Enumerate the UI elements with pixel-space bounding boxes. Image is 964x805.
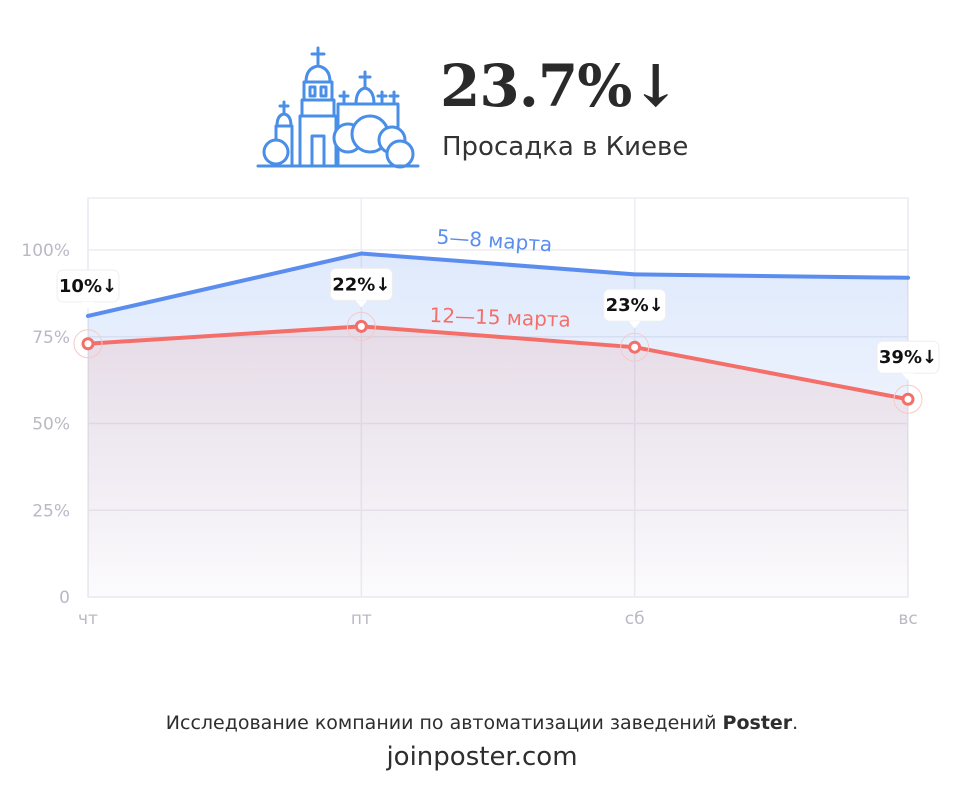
annotation-label: 22%↓	[332, 274, 390, 295]
footer-site: joinposter.com	[386, 742, 578, 772]
series-line	[86, 324, 910, 402]
down-arrow-icon: ↓	[631, 52, 680, 120]
y-tick-label: 50%	[32, 415, 70, 435]
points	[73, 311, 923, 414]
annotation-label: 23%↓	[606, 295, 664, 316]
annotation-callout: 39%↓	[876, 340, 940, 381]
x-tick-label: сб	[625, 609, 645, 629]
headline-subtitle: Просадка в Киеве	[442, 132, 689, 162]
callout-pointer	[355, 300, 368, 308]
annotation-callout: 23%↓	[603, 288, 667, 329]
x-tick-label: чт	[78, 609, 98, 629]
x-tick-label: пт	[351, 609, 372, 629]
series-line	[86, 251, 910, 318]
annotation-callout: 22%↓	[329, 267, 393, 308]
callout-box	[329, 267, 393, 301]
annotation-callout: 10%↓	[56, 269, 120, 309]
series-area	[88, 326, 908, 597]
annotation-label: 39%↓	[879, 347, 937, 368]
header: 23.7%↓ Просадка в Киеве	[0, 0, 964, 190]
annotation-label: 10%↓	[59, 276, 117, 297]
kyiv-cathedral-icon	[256, 46, 420, 169]
x-tick-label: вс	[898, 609, 917, 629]
point-halo	[620, 332, 650, 362]
y-tick-label: 0	[59, 588, 70, 608]
callout-pointer	[902, 373, 914, 381]
footer-note: Исследование компании по автоматизации з…	[165, 712, 799, 734]
callout-pointer	[82, 301, 94, 309]
point-halo	[893, 384, 923, 414]
series-name-label: 5—8 марта	[436, 225, 553, 257]
y-tick-label: 75%	[32, 328, 70, 348]
data-point	[81, 337, 95, 351]
line-chart: 100% 75% 50% 25% 0 чт пт сб вс 5—8 марта 12—15 мар…	[21, 197, 940, 629]
series-name-label: 12—15 марта	[429, 303, 571, 332]
callout-box	[56, 269, 120, 303]
point-halo	[73, 329, 103, 359]
data-point	[354, 319, 368, 333]
data-point	[901, 392, 915, 406]
areas	[88, 253, 908, 597]
headline-value: 23.7%↓	[440, 52, 680, 120]
labels: 100% 75% 50% 25% 0 чт пт сб вс 5—8 марта 12—15 мар…	[21, 225, 940, 629]
y-tick-label: 100%	[21, 241, 70, 261]
y-tick-label: 25%	[32, 501, 70, 521]
callout-pointer	[628, 321, 641, 329]
data-point	[628, 340, 642, 354]
series-lines	[86, 251, 910, 402]
footer-brand: Poster	[722, 712, 793, 734]
point-halo	[346, 311, 376, 341]
